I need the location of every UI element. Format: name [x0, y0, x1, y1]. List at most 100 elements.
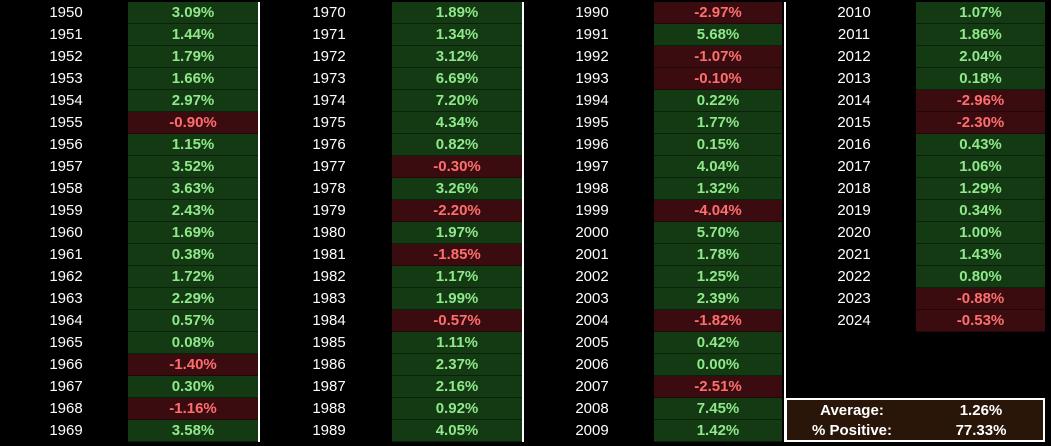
table-row: 1997 4.04% [524, 156, 784, 178]
positive-return-cell: 1.00% [916, 222, 1045, 244]
positive-return-cell: 2.43% [128, 200, 258, 222]
year-cell: 1972 [312, 48, 346, 65]
table-row: 1988 0.92% [260, 398, 522, 420]
positive-return-cell: 1.89% [392, 2, 522, 24]
positive-return-cell: 1.15% [128, 134, 258, 156]
negative-return-cell: -2.96% [916, 90, 1045, 112]
table-row: 1990 -2.97% [524, 2, 784, 24]
positive-return-cell: 0.38% [128, 244, 258, 266]
table-row: 1980 1.97% [260, 222, 522, 244]
table-row: 1955 -0.90% [0, 112, 258, 134]
table-row: 2002 1.25% [524, 266, 784, 288]
table-row: 1961 0.38% [0, 244, 258, 266]
year-cell: 1985 [312, 334, 346, 351]
positive-return-cell: 0.57% [128, 310, 258, 332]
table-row: 2015 -2.30% [786, 112, 1047, 134]
table-row: 1969 3.58% [0, 420, 258, 442]
year-cell: 1982 [312, 268, 346, 285]
year-cell: 2016 [837, 136, 871, 153]
table-row: 1970 1.89% [260, 2, 522, 24]
table-row: 1983 1.99% [260, 288, 522, 310]
table-row: 1964 0.57% [0, 310, 258, 332]
table-row: 1977 -0.30% [260, 156, 522, 178]
table-row: 1956 1.15% [0, 134, 258, 156]
table-row: 2012 2.04% [786, 46, 1047, 68]
year-cell: 1969 [49, 422, 83, 439]
positive-return-cell: 1.78% [654, 244, 782, 266]
table-row: 1973 6.69% [260, 68, 522, 90]
table-row: 1996 0.15% [524, 134, 784, 156]
table-row: 2016 0.43% [786, 134, 1047, 156]
positive-return-cell: 2.16% [392, 376, 522, 398]
year-cell: 1970 [312, 4, 346, 21]
negative-return-cell: -1.40% [128, 354, 258, 376]
positive-return-cell: 3.63% [128, 178, 258, 200]
year-cell: 1983 [312, 290, 346, 307]
year-cell: 2024 [837, 312, 871, 329]
year-cell: 1994 [575, 92, 609, 109]
year-cell: 2022 [837, 268, 871, 285]
positive-return-cell: 4.34% [392, 112, 522, 134]
positive-return-cell: 0.18% [916, 68, 1045, 90]
table-row: 2020 1.00% [786, 222, 1047, 244]
summary-positive-row: % Positive: 77.33% [787, 421, 1043, 441]
positive-return-cell: 2.04% [916, 46, 1045, 68]
year-cell: 1984 [312, 312, 346, 329]
table-row: 1999 -4.04% [524, 200, 784, 222]
table-row: 1981 -1.85% [260, 244, 522, 266]
positive-return-cell: 1.69% [128, 222, 258, 244]
year-cell: 1997 [575, 158, 609, 175]
positive-return-cell: 0.43% [916, 134, 1045, 156]
year-cell: 2011 [837, 26, 871, 43]
table-row: 1982 1.17% [260, 266, 522, 288]
summary-box: Average: 1.26% % Positive: 77.33% [785, 398, 1045, 442]
year-cell: 1995 [575, 114, 609, 131]
year-cell: 1955 [49, 114, 83, 131]
positive-return-cell: 2.39% [654, 288, 782, 310]
negative-return-cell: -0.53% [916, 310, 1045, 332]
positive-return-cell: 2.97% [128, 90, 258, 112]
table-row: 1974 7.20% [260, 90, 522, 112]
positive-return-cell: 1.79% [128, 46, 258, 68]
year-cell: 1990 [575, 4, 609, 21]
table-row: 1992 -1.07% [524, 46, 784, 68]
table-row: 1976 0.82% [260, 134, 522, 156]
positive-return-cell: 3.09% [128, 2, 258, 24]
table-row: 2000 5.70% [524, 222, 784, 244]
table-row: 2004 -1.82% [524, 310, 784, 332]
year-cell: 1966 [49, 356, 83, 373]
table-row: 2008 7.45% [524, 398, 784, 420]
positive-return-cell: 1.77% [654, 112, 782, 134]
table-row: 1966 -1.40% [0, 354, 258, 376]
year-cell: 2023 [837, 290, 871, 307]
positive-return-cell: 1.86% [916, 24, 1045, 46]
positive-return-cell: 0.08% [128, 332, 258, 354]
positive-return-cell: 1.72% [128, 266, 258, 288]
positive-return-cell: 3.12% [392, 46, 522, 68]
positive-return-cell: 0.15% [654, 134, 782, 156]
table-row: 1993 -0.10% [524, 68, 784, 90]
year-cell: 2017 [837, 158, 871, 175]
positive-return-cell: 3.26% [392, 178, 522, 200]
table-row: 1960 1.69% [0, 222, 258, 244]
table-row: 1954 2.97% [0, 90, 258, 112]
year-cell: 1991 [575, 26, 609, 43]
year-cell: 2002 [575, 268, 609, 285]
negative-return-cell: -2.51% [654, 376, 782, 398]
year-cell: 2020 [837, 224, 871, 241]
table-row: 1986 2.37% [260, 354, 522, 376]
year-cell: 1953 [49, 70, 83, 87]
table-row: 1953 1.66% [0, 68, 258, 90]
negative-return-cell: -2.30% [916, 112, 1045, 134]
positive-return-cell: 1.44% [128, 24, 258, 46]
year-cell: 1967 [49, 378, 83, 395]
year-cell: 2009 [575, 422, 609, 439]
table-row: 1958 3.63% [0, 178, 258, 200]
table-row: 2022 0.80% [786, 266, 1047, 288]
table-row: 1975 4.34% [260, 112, 522, 134]
average-label: Average: [820, 402, 884, 419]
table-row: 1979 -2.20% [260, 200, 522, 222]
table-row: 2006 0.00% [524, 354, 784, 376]
year-cell: 2013 [837, 70, 871, 87]
positive-return-cell: 1.07% [916, 2, 1045, 24]
